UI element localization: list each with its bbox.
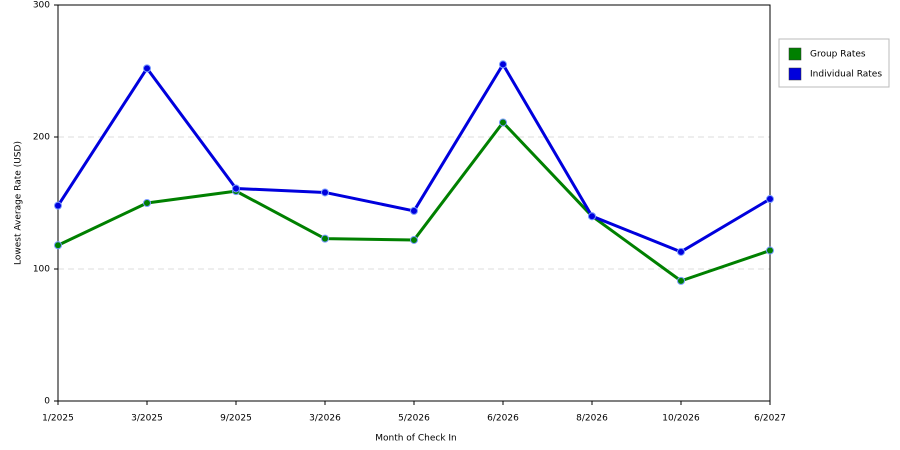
data-point [232, 184, 240, 193]
y-tick-label: 200 [33, 133, 50, 143]
x-tick-label: 3/2025 [131, 414, 163, 424]
x-tick-label: 6/2026 [487, 414, 519, 424]
data-point [321, 188, 329, 197]
data-point [766, 195, 774, 204]
y-axis-label: Lowest Average Rate (USD) [14, 141, 24, 265]
series-line [56, 62, 771, 254]
x-tick-label: 3/2026 [309, 414, 341, 424]
data-point [499, 60, 507, 69]
y-tick-label: 0 [44, 397, 50, 407]
legend-swatch [788, 67, 802, 81]
y-tick-label: 100 [33, 265, 50, 275]
legend-swatch [788, 47, 802, 61]
x-tick-label: 5/2026 [398, 414, 430, 424]
x-tick-label: 8/2026 [576, 414, 608, 424]
data-point [410, 206, 418, 215]
data-point [677, 247, 685, 256]
x-tick-label: 1/2025 [42, 414, 74, 424]
data-point [410, 235, 418, 244]
data-point [321, 234, 329, 243]
data-point [54, 241, 62, 250]
legend-label: Individual Rates [810, 70, 882, 80]
y-tick-label: 300 [33, 1, 50, 11]
x-tick-label: 9/2025 [220, 414, 252, 424]
data-point [499, 118, 507, 127]
series-line [57, 120, 771, 283]
data-point [766, 246, 774, 255]
data-point [143, 64, 151, 73]
plot-frame [57, 4, 771, 402]
x-tick-label: 10/2026 [662, 414, 700, 424]
legend-label: Group Rates [810, 50, 866, 60]
x-tick-label: 6/2027 [754, 414, 786, 424]
x-axis-label: Month of Check In [375, 434, 457, 444]
data-point [588, 212, 596, 221]
data-point [54, 201, 62, 210]
data-point [677, 276, 685, 285]
data-point [143, 199, 151, 207]
